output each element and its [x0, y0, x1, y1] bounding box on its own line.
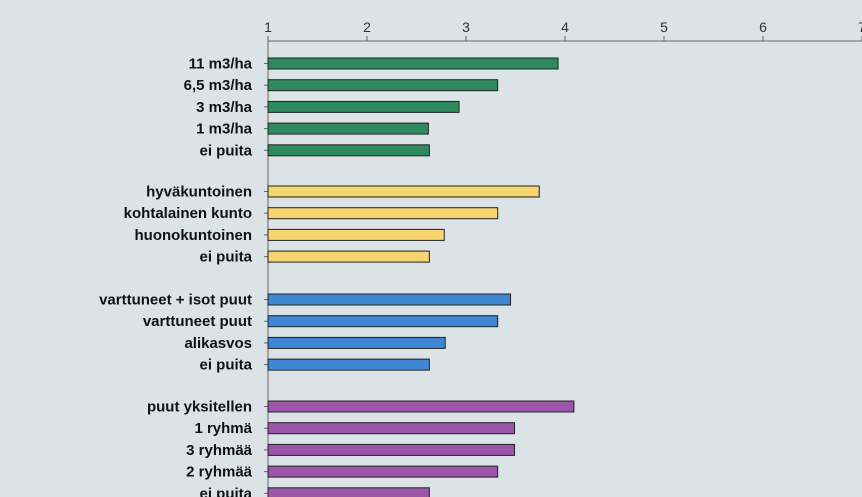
- category-label: ei puita: [199, 142, 252, 159]
- category-label: puut yksitellen: [147, 399, 252, 416]
- x-tick-label: 4: [561, 19, 569, 35]
- category-label: 6,5 m3/ha: [184, 77, 253, 94]
- bar: [267, 144, 430, 157]
- category-label: ei puita: [199, 249, 252, 266]
- category-label: varttuneet puut: [143, 313, 252, 330]
- category-label: ei puita: [199, 357, 252, 374]
- bar: [267, 315, 499, 328]
- bar: [267, 400, 575, 413]
- category-label: kohtalainen kunto: [124, 205, 252, 222]
- bar: [267, 487, 430, 497]
- category-label: 2 ryhmää: [186, 464, 253, 481]
- x-tick-label: 2: [363, 19, 371, 35]
- bar: [267, 293, 512, 306]
- bar: [267, 422, 516, 435]
- bar: [267, 443, 516, 456]
- bar: [267, 57, 559, 70]
- category-label: hyväkuntoinen: [146, 184, 252, 201]
- x-tick-label: 6: [759, 19, 767, 35]
- x-tick-label: 1: [264, 19, 272, 35]
- bar: [267, 250, 430, 263]
- bar: [267, 358, 430, 371]
- x-tick-label: 3: [462, 19, 470, 35]
- category-label: 3 m3/ha: [196, 99, 253, 116]
- category-label: alikasvos: [184, 335, 252, 352]
- bar: [267, 207, 499, 220]
- bar: [267, 228, 445, 241]
- bar: [267, 79, 499, 92]
- x-tick-label: 7: [858, 19, 862, 35]
- x-tick-label: 5: [660, 19, 668, 35]
- category-label: 3 ryhmää: [186, 442, 253, 459]
- category-label: huonokuntoinen: [135, 227, 252, 244]
- bar: [267, 185, 540, 198]
- bar: [267, 336, 446, 349]
- bar: [267, 122, 429, 135]
- bar: [267, 100, 460, 113]
- category-label: 1 ryhmä: [194, 420, 252, 437]
- category-label: 11 m3/ha: [189, 56, 253, 73]
- category-label: varttuneet + isot puut: [99, 292, 252, 309]
- bar: [267, 465, 499, 478]
- category-label: ei puita: [199, 485, 252, 497]
- category-label: 1 m3/ha: [196, 121, 253, 138]
